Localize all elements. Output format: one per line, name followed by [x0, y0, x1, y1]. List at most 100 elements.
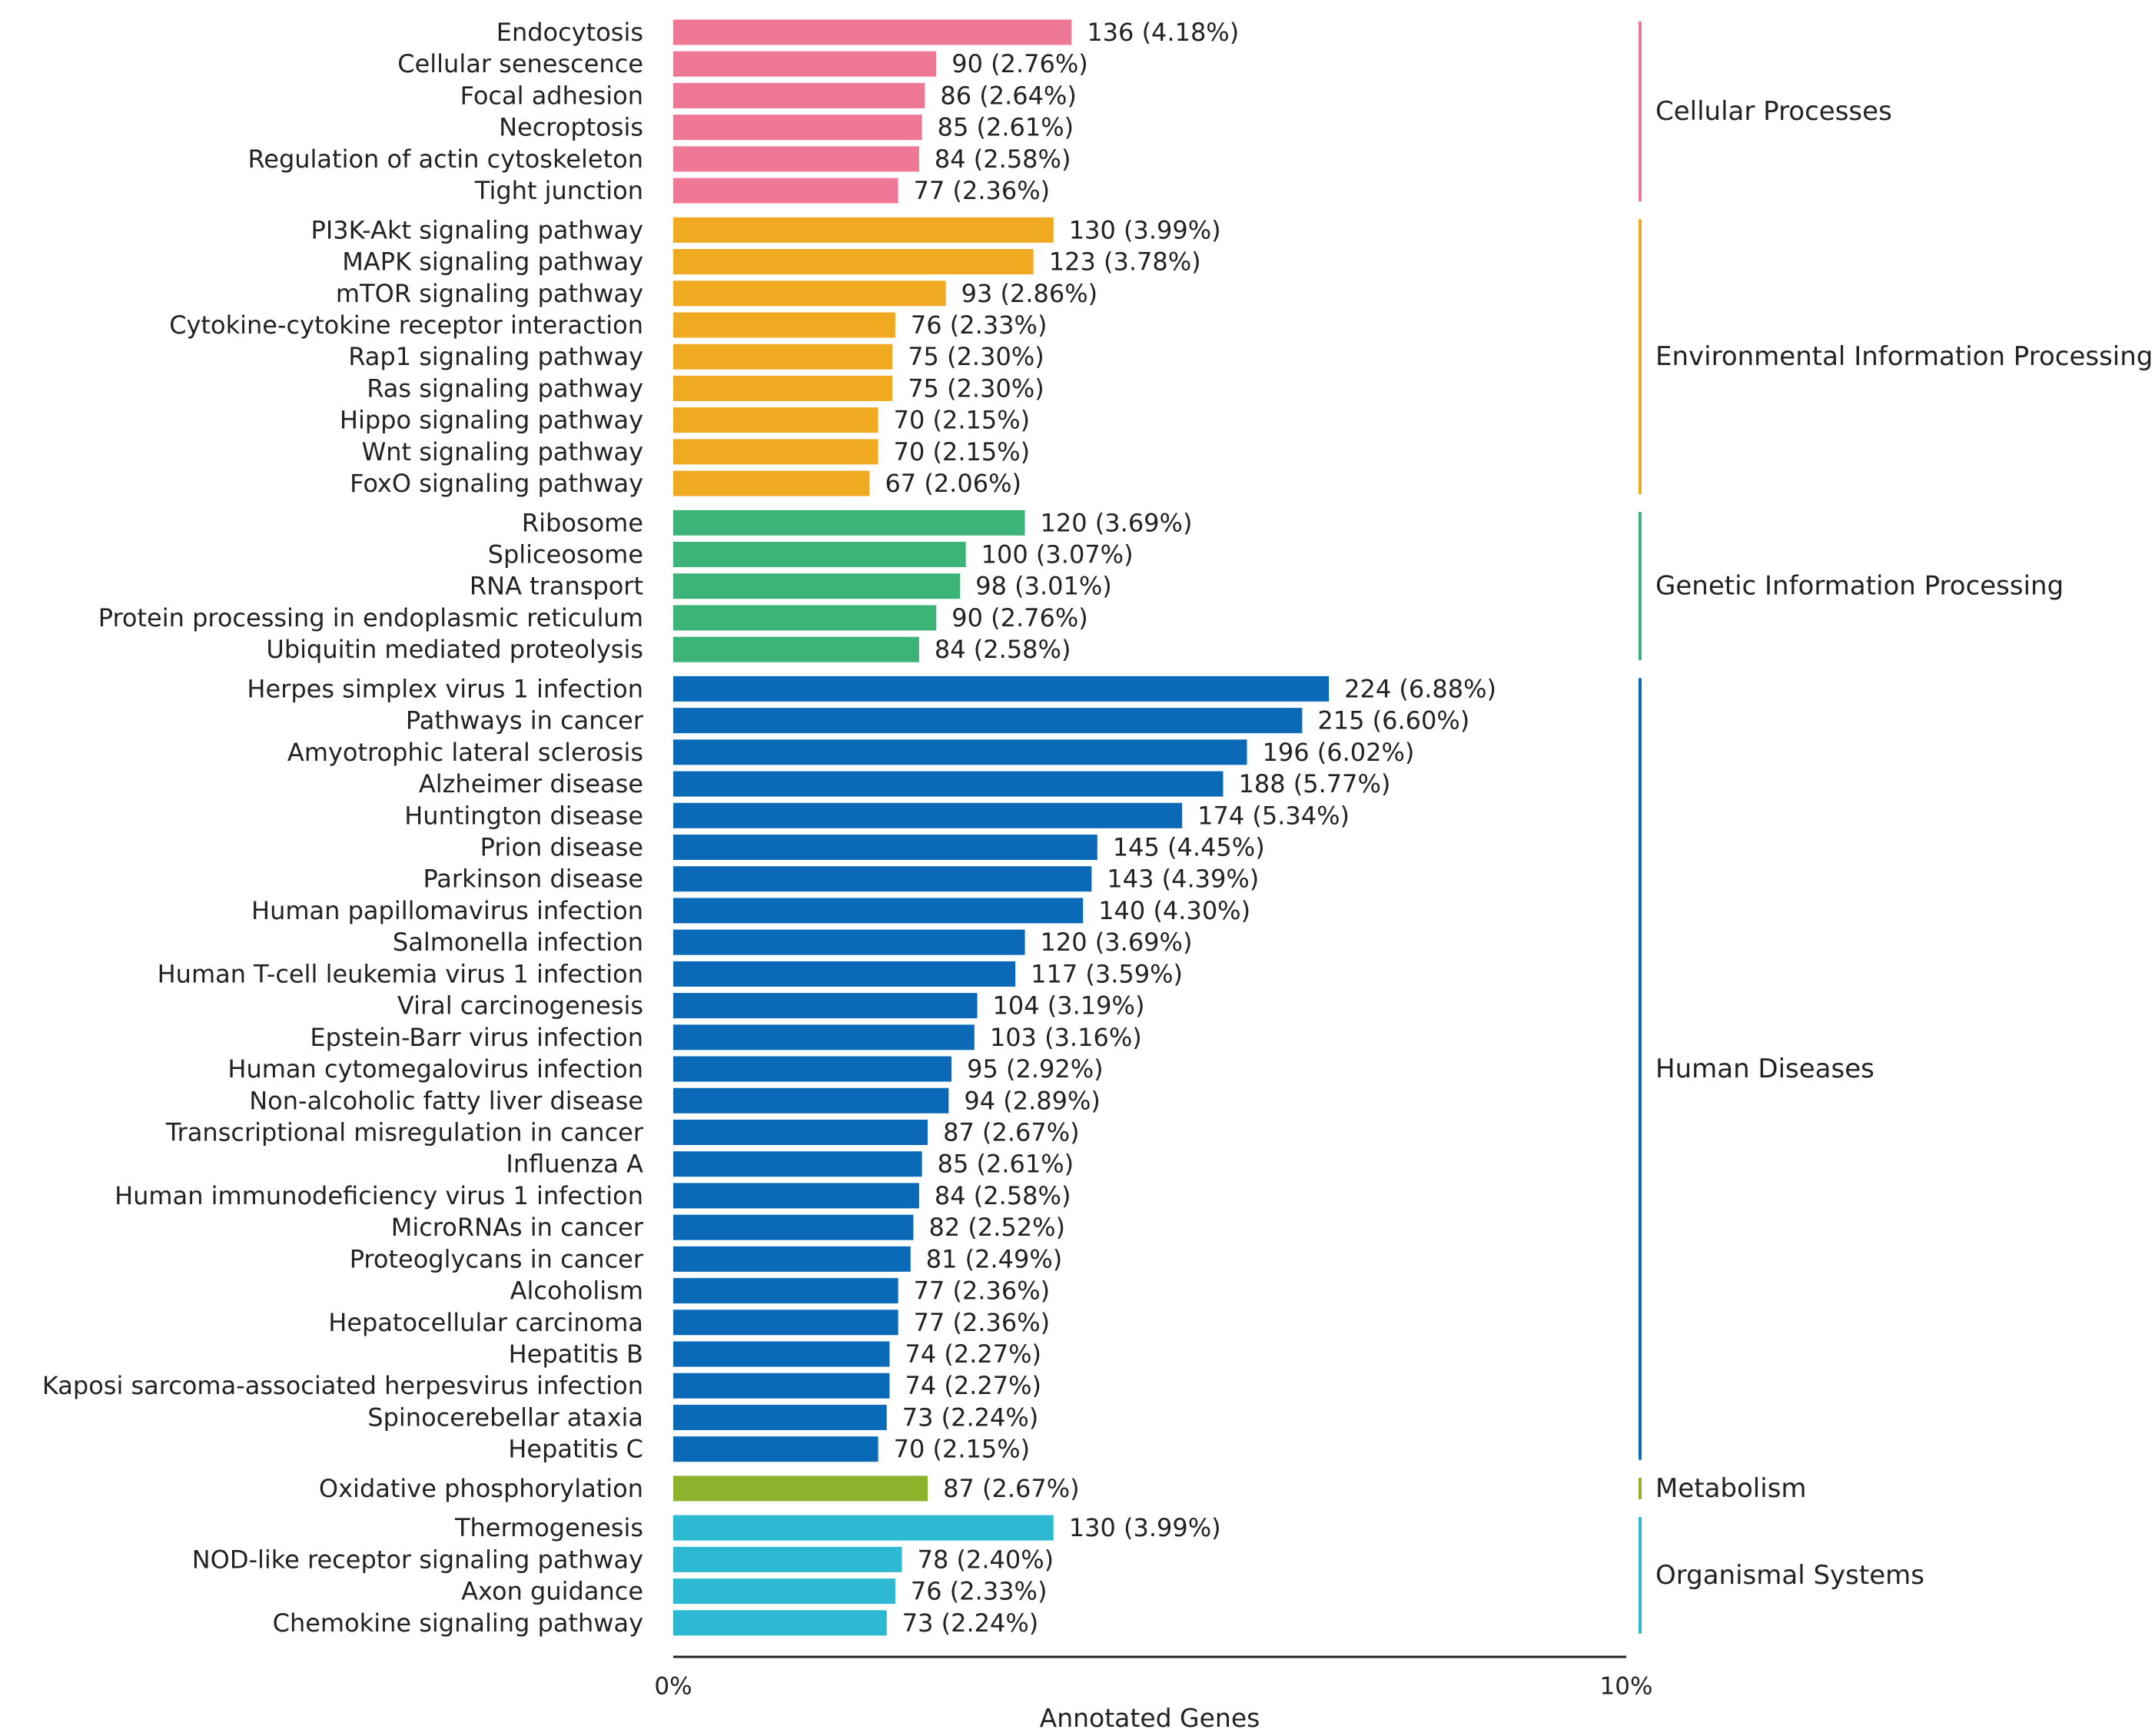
bar [673, 375, 893, 401]
x-tick-label-0: 0% [654, 1672, 692, 1700]
group-label: Organismal Systems [1655, 1560, 1924, 1591]
value-label: 136 (4.18%) [1087, 18, 1239, 47]
bar [673, 771, 1224, 797]
group-label: Environmental Information Processing [1655, 341, 2153, 372]
category-label: Non-alcoholic fatty liver disease [249, 1086, 643, 1115]
value-label: 82 (2.52%) [928, 1213, 1065, 1242]
value-label: 84 (2.58%) [935, 635, 1071, 664]
category-label: MAPK signaling pathway [342, 247, 643, 277]
bar [673, 1119, 928, 1145]
category-label: PI3K-Akt signaling pathway [311, 215, 643, 244]
bar [673, 249, 1034, 275]
category-label: Axon guidance [461, 1577, 643, 1606]
value-label: 95 (2.92%) [967, 1054, 1104, 1084]
category-label: Parkinson disease [423, 865, 643, 894]
value-label: 90 (2.76%) [951, 603, 1088, 632]
x-axis-title: Annotated Genes [1040, 1703, 1260, 1733]
category-label: Human T-cell leukemia virus 1 infection [158, 959, 643, 988]
value-label: 86 (2.64%) [940, 81, 1077, 110]
bar [673, 993, 978, 1019]
category-label: Cytokine-cytokine receptor interaction [169, 310, 643, 340]
category-label: Ras signaling pathway [367, 373, 643, 403]
bar [673, 573, 961, 599]
bar [673, 1475, 928, 1502]
category-label: Huntington disease [404, 801, 643, 830]
category-label: Regulation of actin cytoskeleton [247, 144, 643, 174]
value-label: 75 (2.30%) [908, 373, 1044, 403]
bar [673, 1515, 1054, 1541]
value-label: 196 (6.02%) [1262, 738, 1414, 767]
bar [673, 961, 1016, 987]
bar [673, 1373, 890, 1399]
category-label: Proteoglycans in cancer [350, 1244, 644, 1273]
category-label: Hepatitis C [508, 1435, 643, 1464]
category-label: Focal adhesion [460, 81, 643, 110]
bar [673, 1341, 890, 1367]
bar [673, 470, 870, 496]
value-label: 81 (2.49%) [926, 1244, 1063, 1273]
bar [673, 1214, 914, 1240]
bar [673, 344, 893, 370]
bar [673, 835, 1097, 860]
value-label: 140 (4.30%) [1098, 896, 1250, 925]
value-label: 143 (4.39%) [1107, 865, 1259, 894]
group-label: Genetic Information Processing [1655, 571, 2064, 602]
category-label: Human cytomegalovirus infection [227, 1054, 643, 1084]
value-label: 98 (3.01%) [975, 572, 1112, 601]
category-label: Viral carcinogenesis [397, 991, 643, 1021]
bar [673, 739, 1247, 765]
category-label: Herpes simplex virus 1 infection [247, 674, 643, 703]
value-label: 73 (2.24%) [902, 1608, 1039, 1638]
category-label: mTOR signaling pathway [336, 279, 643, 308]
bar [673, 115, 922, 141]
category-label: Protein processing in endoplasmic reticu… [98, 603, 643, 632]
bar [673, 1087, 949, 1114]
category-label: Alcoholism [510, 1276, 643, 1306]
category-label: Alzheimer disease [419, 769, 643, 798]
value-label: 87 (2.67%) [943, 1117, 1080, 1147]
bar [673, 866, 1092, 892]
value-label: 174 (5.34%) [1197, 801, 1350, 830]
value-label: 117 (3.59%) [1031, 959, 1183, 988]
bar [673, 19, 1072, 45]
bar [673, 1056, 952, 1082]
category-label: Tight junction [474, 176, 643, 205]
bar [673, 1309, 898, 1336]
x-tick-label-10: 10% [1600, 1672, 1653, 1700]
group-label: Cellular Processes [1655, 96, 1892, 127]
value-label: 74 (2.27%) [905, 1339, 1041, 1369]
bar [673, 1278, 898, 1304]
bar [673, 1610, 887, 1636]
value-label: 85 (2.61%) [938, 1150, 1074, 1179]
value-label: 77 (2.36%) [914, 1276, 1051, 1306]
bar [673, 1404, 887, 1430]
category-label: Oxidative phosphorylation [319, 1474, 643, 1503]
category-label: Epstein-Barr virus infection [310, 1023, 643, 1052]
bar [673, 1546, 902, 1572]
bar [673, 1024, 975, 1051]
bar [673, 1578, 895, 1605]
category-label: Chemokine signaling pathway [273, 1608, 643, 1638]
group-label: Human Diseases [1655, 1054, 1874, 1084]
group-label: Metabolism [1655, 1473, 1807, 1504]
value-label: 188 (5.77%) [1238, 769, 1390, 798]
category-label: Cellular senescence [397, 49, 643, 78]
bar [673, 1151, 922, 1177]
bar [673, 1436, 878, 1462]
value-label: 70 (2.15%) [894, 406, 1031, 435]
category-label: Amyotrophic lateral sclerosis [287, 738, 643, 767]
category-label: Endocytosis [496, 18, 643, 47]
bar [673, 605, 937, 631]
group-3: Herpes simplex virus 1 infection 224 (6.8… [42, 674, 1874, 1463]
category-label: Pathways in cancer [406, 706, 644, 735]
category-label: Hippo signaling pathway [340, 406, 643, 435]
value-label: 77 (2.36%) [914, 176, 1051, 205]
bar [673, 510, 1025, 536]
value-label: 123 (3.78%) [1049, 247, 1201, 277]
value-label: 70 (2.15%) [894, 1435, 1031, 1464]
value-label: 130 (3.99%) [1069, 1513, 1221, 1542]
category-label: Kaposi sarcoma-associated herpesvirus in… [42, 1371, 643, 1400]
value-label: 76 (2.33%) [911, 1577, 1048, 1606]
value-label: 84 (2.58%) [935, 144, 1071, 174]
value-label: 78 (2.40%) [918, 1545, 1054, 1574]
